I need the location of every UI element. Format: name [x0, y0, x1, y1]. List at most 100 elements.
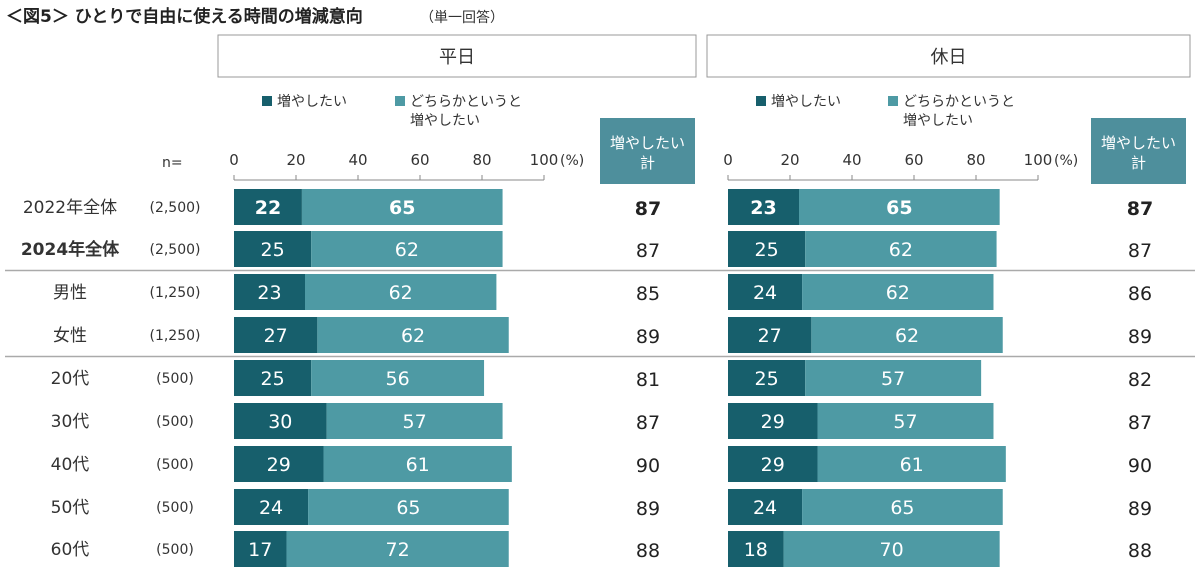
bar-segment-light	[802, 274, 994, 310]
bar-value-label: 62	[389, 282, 413, 304]
bar-value-label: 61	[406, 454, 430, 476]
x-unit-label: (%)	[1054, 153, 1078, 169]
bar-value-label: 61	[900, 454, 924, 476]
bar-segment-light	[811, 317, 1003, 353]
bar-value-label: 72	[386, 539, 410, 561]
total-value: 87	[635, 198, 661, 220]
x-tick-label: 0	[723, 151, 733, 169]
bar-value-label: 62	[395, 239, 419, 261]
n-label: n=	[162, 155, 183, 171]
row-label: 男性	[53, 283, 87, 303]
row-label: 30代	[51, 412, 90, 432]
row-label: 60代	[51, 540, 90, 560]
legend-swatch-dark	[262, 96, 272, 106]
bar-segment-light	[326, 403, 503, 439]
legend-label: どちらかというと増やしたい	[903, 94, 1015, 129]
row-label: 2024年全体	[21, 239, 120, 260]
bar-segment-light	[817, 403, 994, 439]
bar-value-label: 56	[386, 368, 410, 390]
bar-segment-dark	[234, 531, 287, 567]
bar-segment-dark	[234, 403, 327, 439]
total-value: 81	[636, 369, 660, 391]
bar-segment-dark	[234, 189, 302, 225]
bar-segment-light	[286, 531, 509, 567]
total-value: 82	[1128, 369, 1152, 391]
x-unit-label: (%)	[560, 153, 584, 169]
row-label: 50代	[51, 498, 90, 518]
bar-segment-dark	[728, 189, 800, 225]
bar-segment-light	[323, 446, 512, 482]
row-label: 2022年全体	[23, 198, 117, 218]
bar-value-label: 65	[886, 197, 912, 219]
bar-segment-dark	[728, 317, 812, 353]
chart-title: ＜図5＞ ひとりで自由に使える時間の増減意向	[6, 6, 363, 27]
bar-value-label: 57	[881, 368, 905, 390]
total-value: 88	[1128, 540, 1152, 562]
x-tick-label: 80	[966, 151, 985, 169]
row-sample-size: (500)	[156, 414, 194, 430]
legend-label: 増やしたい	[277, 94, 347, 110]
bar-segment-light	[311, 231, 503, 267]
bar-segment-light	[308, 489, 509, 525]
bar-value-label: 62	[401, 325, 425, 347]
bar-segment-dark	[728, 489, 803, 525]
bar-segment-dark	[728, 231, 806, 267]
row-label: 40代	[51, 455, 90, 475]
bar-segment-dark	[728, 274, 803, 310]
panel-header-box	[217, 34, 697, 78]
panel-header-box	[706, 34, 1191, 78]
total-value: 88	[636, 540, 660, 562]
bar-value-label: 25	[754, 239, 778, 261]
bar-segment-light	[317, 317, 509, 353]
row-sample-size: (2,500)	[149, 242, 200, 258]
bar-value-label: 25	[260, 368, 284, 390]
bar-value-label: 65	[396, 497, 420, 519]
x-tick-label: 100	[1024, 151, 1053, 169]
bar-segment-dark	[728, 446, 818, 482]
row-sample-size: (1,250)	[149, 285, 200, 301]
total-value: 89	[636, 498, 660, 520]
row-sample-size: (2,500)	[149, 200, 200, 216]
bar-segment-light	[817, 446, 1006, 482]
total-value: 90	[636, 455, 660, 477]
x-tick-label: 100	[530, 151, 559, 169]
bar-value-label: 29	[761, 454, 785, 476]
bar-segment-light	[805, 360, 982, 396]
bar-segment-dark	[234, 489, 309, 525]
row-sample-size: (1,250)	[149, 328, 200, 344]
row-label: 20代	[51, 369, 90, 389]
legend-label: 増やしたい	[771, 94, 841, 110]
row-sample-size: (500)	[156, 457, 194, 473]
bar-segment-light	[301, 189, 503, 225]
x-tick-label: 20	[286, 151, 305, 169]
bar-value-label: 23	[257, 282, 281, 304]
bar-value-label: 24	[753, 282, 777, 304]
bar-value-label: 62	[886, 282, 910, 304]
bar-segment-dark	[234, 360, 312, 396]
total-value: 89	[636, 326, 660, 348]
chart-subtitle: （単一回答）	[420, 9, 504, 26]
bar-value-label: 25	[260, 239, 284, 261]
bar-value-label: 25	[754, 368, 778, 390]
total-value: 87	[636, 412, 660, 434]
total-value: 85	[636, 283, 660, 305]
bar-segment-light	[802, 489, 1003, 525]
bar-segment-light	[805, 231, 997, 267]
total-value: 87	[636, 240, 660, 262]
x-tick-label: 60	[410, 151, 429, 169]
bar-value-label: 18	[744, 539, 768, 561]
bar-value-label: 23	[750, 197, 776, 219]
row-sample-size: (500)	[156, 500, 194, 516]
bar-segment-dark	[234, 317, 318, 353]
bar-value-label: 22	[255, 197, 281, 219]
bar-value-label: 27	[264, 325, 288, 347]
total-header-label: 増やしたい計	[1101, 134, 1176, 172]
total-value: 87	[1128, 412, 1152, 434]
bar-value-label: 62	[889, 239, 913, 261]
bar-value-label: 29	[267, 454, 291, 476]
x-tick-label: 0	[229, 151, 239, 169]
bar-value-label: 27	[758, 325, 782, 347]
bar-segment-light	[799, 189, 1000, 225]
